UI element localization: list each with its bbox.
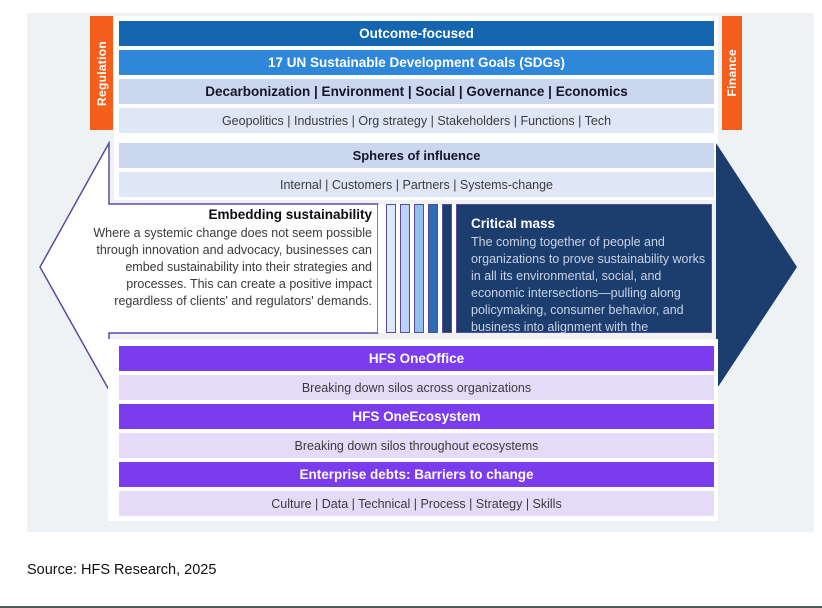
embedding-sustainability-title: Embedding sustainability [208,207,372,222]
finance-axis-text: Finance [725,49,739,97]
bar-un-sdgs: 17 UN Sustainable Development Goals (SDG… [119,50,714,75]
bar-context-factors: Geopolitics | Industries | Org strategy … [119,108,714,133]
critical-mass-block: Critical mass The coming together of peo… [456,204,712,351]
embedding-sustainability-block: Embedding sustainability Where a systemi… [70,207,372,310]
gradient-stripes [378,204,456,333]
bar-outcome-focused: Outcome-focused [119,21,714,46]
regulation-axis-text: Regulation [94,40,109,106]
source-note: Source: HFS Research, 2025 [27,562,217,578]
bar-enterprise-debts: Enterprise debts: Barriers to change [119,462,714,487]
gradient-stripe-1 [386,204,396,333]
bar-debt-categories: Culture | Data | Technical | Process | S… [119,491,714,516]
gradient-stripe-2 [400,204,410,333]
bar-silos-ecosystems: Breaking down silos throughout ecosystem… [119,433,714,458]
bar-esg-dimensions: Decarbonization | Environment | Social |… [119,79,714,104]
gradient-stripe-3 [414,204,424,333]
bar-hfs-oneoffice: HFS OneOffice [119,346,714,371]
top-stack-panel: Outcome-focused 17 UN Sustainable Develo… [114,16,718,200]
bar-hfs-oneecosystem: HFS OneEcosystem [119,404,714,429]
right-arrow-head [716,143,797,390]
bottom-stack-panel: HFS OneOffice Breaking down silos across… [108,339,718,521]
regulation-axis-label: Regulation [90,16,113,130]
critical-mass-title: Critical mass [471,216,556,231]
left-arrow-shape [39,141,379,392]
embedding-sustainability-description: Where a systemic change does not seem po… [93,226,372,308]
framework-diagram: Regulation Finance Outcome-focused 17 UN… [27,13,814,532]
bar-spheres-of-influence: Spheres of influence [119,143,714,168]
critical-mass-description: The coming together of people and organi… [471,235,706,351]
finance-axis-label: Finance [722,16,742,130]
gradient-stripe-4 [428,204,438,333]
gradient-stripe-5 [442,204,452,333]
bar-influence-scopes: Internal | Customers | Partners | System… [119,172,714,197]
bar-silos-organizations: Breaking down silos across organizations [119,375,714,400]
